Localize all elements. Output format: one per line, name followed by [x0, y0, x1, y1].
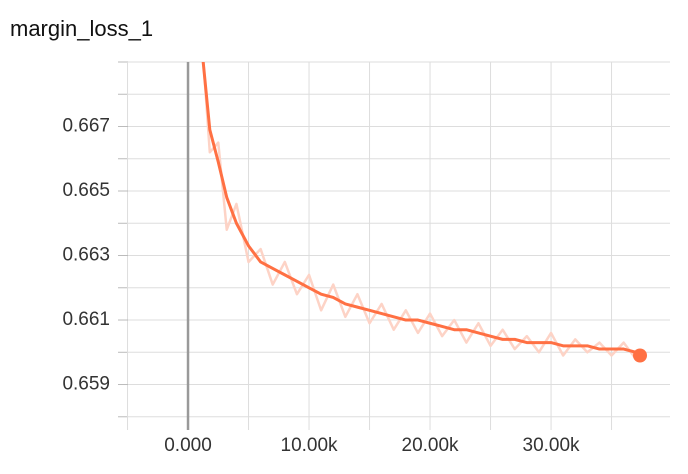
grid: [118, 61, 670, 430]
series-line: [202, 62, 642, 360]
series-line: [201, 62, 641, 357]
y-tick-label: 0.665: [62, 180, 110, 201]
y-tick-label: 0.663: [62, 245, 110, 266]
y-tick-label: 0.661: [62, 309, 110, 330]
x-tick-label: 10.00k: [281, 435, 339, 456]
x-tick-label: 30.00k: [523, 435, 581, 456]
x-tick-label: 20.00k: [402, 435, 460, 456]
end-marker: [632, 348, 647, 363]
plot-area: [201, 62, 642, 360]
x-tick-label: 0.000: [164, 435, 212, 456]
y-tick-label: 0.659: [62, 374, 110, 395]
y-tick-label: 0.667: [62, 116, 110, 137]
chart-title: margin_loss_1: [10, 16, 153, 41]
